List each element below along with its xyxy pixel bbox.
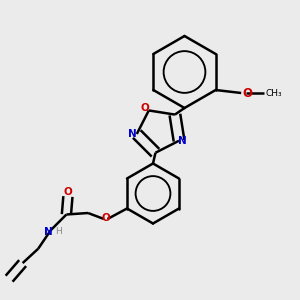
Text: O: O (141, 103, 150, 113)
Text: O: O (102, 213, 110, 223)
Text: H: H (55, 227, 62, 236)
Text: O: O (242, 86, 252, 100)
Text: N: N (44, 226, 53, 237)
Text: N: N (128, 129, 137, 139)
Text: CH₃: CH₃ (265, 88, 282, 98)
Text: N: N (178, 136, 187, 146)
Text: O: O (64, 187, 72, 197)
